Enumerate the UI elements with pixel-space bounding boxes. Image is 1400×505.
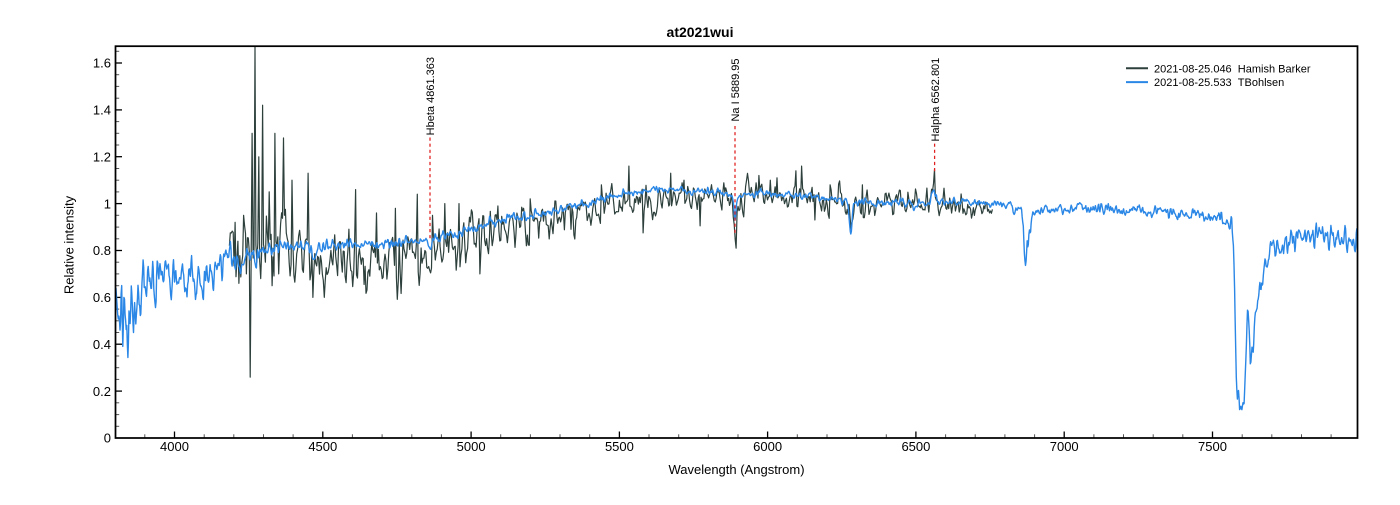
svg-text:2021-08-25.046 Hamish Barker: 2021-08-25.046 Hamish Barker	[1154, 63, 1311, 75]
svg-text:5500: 5500	[605, 439, 634, 454]
svg-text:7500: 7500	[1198, 439, 1227, 454]
svg-text:4500: 4500	[308, 439, 337, 454]
svg-text:1.2: 1.2	[93, 149, 111, 164]
svg-text:0: 0	[104, 431, 111, 446]
svg-text:7000: 7000	[1050, 439, 1079, 454]
svg-text:5000: 5000	[457, 439, 486, 454]
svg-text:at2021wui: at2021wui	[667, 24, 734, 40]
svg-text:0.6: 0.6	[93, 290, 111, 305]
svg-text:2021-08-25.533 TBohlsen: 2021-08-25.533 TBohlsen	[1154, 77, 1284, 89]
svg-text:Wavelength (Angstrom): Wavelength (Angstrom)	[668, 462, 804, 477]
svg-text:6000: 6000	[753, 439, 782, 454]
svg-text:1.6: 1.6	[93, 56, 111, 71]
svg-text:0.8: 0.8	[93, 243, 111, 258]
svg-text:Na I 5889.95: Na I 5889.95	[730, 59, 742, 122]
svg-text:Hbeta 4861.363: Hbeta 4861.363	[425, 57, 437, 135]
svg-text:Halpha 6562.801: Halpha 6562.801	[930, 58, 942, 142]
svg-text:4000: 4000	[160, 439, 189, 454]
svg-text:Relative intensity: Relative intensity	[62, 195, 77, 294]
svg-text:0.2: 0.2	[93, 384, 111, 399]
svg-text:0.4: 0.4	[93, 337, 111, 352]
svg-text:1: 1	[104, 196, 111, 211]
svg-text:6500: 6500	[901, 439, 930, 454]
svg-text:1.4: 1.4	[93, 103, 111, 118]
